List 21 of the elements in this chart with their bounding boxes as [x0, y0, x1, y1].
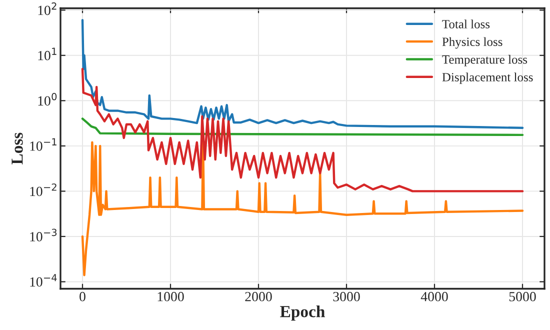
y-axis-title: Loss: [12, 132, 23, 164]
legend-label: Temperature loss: [442, 54, 528, 66]
x-tick-label: 3000: [333, 292, 360, 302]
x-tick-label: 4000: [420, 292, 448, 302]
x-tick-label: 1000: [158, 292, 184, 302]
y-tick-label: 10$^{−3}$: [30, 228, 57, 242]
line-series: [81, 118, 524, 136]
x-axis-title: Epoch: [280, 306, 325, 321]
legend-label: Total loss: [442, 20, 490, 28]
x-tick-label: 5000: [509, 292, 536, 302]
y-tick-label: 10$^{0}$: [38, 92, 57, 106]
legend-label: Displacement loss: [442, 72, 533, 84]
y-tick-label: 10$^{2}$: [38, 2, 56, 16]
x-tick-label: 0: [80, 292, 86, 302]
y-tick-label: 10$^{1}$: [38, 48, 56, 60]
x-tick-label: 2000: [245, 292, 272, 302]
y-tick-label: 10$^{−4}$: [30, 274, 57, 287]
legend-label: Physics loss: [442, 37, 502, 49]
y-tick-label: 10$^{−2}$: [30, 183, 56, 196]
y-tick-label: 10$^{−1}$: [30, 138, 56, 151]
line-series: [81, 141, 524, 276]
